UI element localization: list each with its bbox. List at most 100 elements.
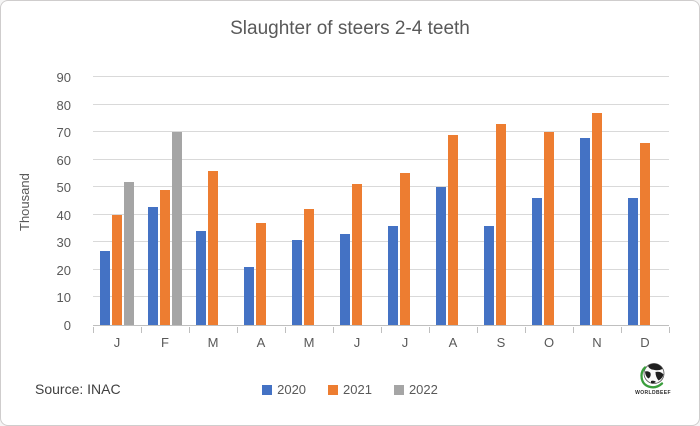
legend-label-2020: 2020 — [277, 382, 307, 397]
x-tick-label: F — [161, 335, 169, 350]
y-tick-label: 90 — [56, 70, 71, 85]
gridline — [93, 213, 669, 215]
bar-group-5 — [333, 78, 381, 325]
bar-2021-0 — [112, 215, 122, 325]
x-tickmark — [669, 327, 670, 333]
gridline — [93, 186, 669, 188]
x-tickmark — [477, 327, 478, 333]
legend-swatch-2021 — [328, 384, 339, 395]
y-tick-label: 80 — [56, 97, 71, 113]
x-tick-label: S — [496, 335, 506, 350]
bar-2021-3 — [256, 223, 266, 325]
legend-label-2021: 2021 — [343, 382, 372, 397]
gridline — [93, 268, 669, 270]
bar-group-0 — [93, 78, 141, 325]
bar-2020-6 — [388, 226, 398, 325]
legend-swatch-2020 — [262, 384, 273, 395]
bar-group-1 — [141, 78, 189, 325]
gridline — [93, 103, 669, 105]
bar-2021-4 — [304, 209, 314, 325]
globe-icon — [640, 363, 665, 389]
x-tick-label: M — [303, 335, 315, 350]
x-tickmark — [381, 327, 382, 333]
gridline — [93, 158, 669, 160]
x-tickmark — [237, 327, 238, 333]
y-tick-label: 70 — [56, 125, 71, 141]
bar-2020-2 — [196, 231, 206, 325]
x-tickmark — [429, 327, 430, 333]
x-tick-label: J — [401, 335, 409, 350]
bar-group-6 — [381, 78, 429, 325]
x-tick-label: J — [113, 335, 121, 350]
bar-group-10 — [573, 78, 621, 325]
legend-item-2020: 2020 — [262, 382, 306, 397]
bar-2022-1 — [172, 132, 182, 325]
x-tickmark — [525, 327, 526, 333]
bar-2020-5 — [340, 234, 350, 325]
bar-2020-9 — [532, 198, 542, 325]
x-axis-tickmarks — [93, 327, 670, 333]
x-tick-label: J — [353, 335, 361, 350]
bar-2021-2 — [208, 171, 218, 325]
chart-title: Slaughter of steers 2-4 teeth — [230, 18, 470, 39]
bar-2020-4 — [292, 240, 302, 325]
gridline — [93, 76, 669, 77]
x-tick-label: A — [256, 335, 266, 350]
x-tickmark — [573, 327, 574, 333]
bar-2021-9 — [544, 132, 554, 325]
y-axis-title: Thousand — [17, 173, 32, 231]
bar-2021-7 — [448, 135, 458, 325]
bar-group-4 — [285, 78, 333, 325]
bar-2020-7 — [436, 187, 446, 325]
bar-group-2 — [189, 78, 237, 325]
bar-2020-1 — [148, 207, 158, 325]
y-tick-label: 20 — [56, 262, 71, 278]
plot-area — [93, 76, 669, 326]
y-tick-label: 30 — [56, 235, 71, 251]
bar-2021-11 — [640, 143, 650, 325]
bar-2020-3 — [244, 267, 254, 325]
x-tick-label: D — [640, 335, 650, 350]
y-axis-tick-labels: 0 10 20 30 40 50 60 70 80 90 — [41, 71, 77, 333]
bar-group-11 — [621, 78, 669, 325]
x-tick-label: O — [543, 335, 555, 350]
x-tickmark — [285, 327, 286, 333]
gridline — [93, 241, 669, 243]
legend-item-2021: 2021 — [328, 382, 372, 397]
bar-2020-8 — [484, 226, 494, 325]
x-tickmark — [333, 327, 334, 333]
source-label: Source: INAC — [35, 381, 121, 397]
worldbeef-logo: WORLDBEEF — [629, 360, 677, 396]
x-tickmark — [189, 327, 190, 333]
bar-group-9 — [525, 78, 573, 325]
x-tick-label: A — [448, 335, 458, 350]
y-tick-label: 50 — [56, 180, 71, 196]
y-tick-label: 10 — [56, 290, 71, 306]
bar-group-3 — [237, 78, 285, 325]
legend-item-2022: 2022 — [393, 382, 438, 397]
y-tick-label: 0 — [63, 318, 71, 333]
x-tick-label: N — [592, 335, 602, 350]
legend-swatch-2022 — [393, 384, 404, 395]
bar-2021-5 — [352, 184, 362, 325]
logo-text: WORLDBEEF — [635, 390, 671, 396]
gridline — [93, 296, 669, 298]
bar-2021-6 — [400, 173, 410, 325]
bar-2020-10 — [580, 138, 590, 325]
legend-label-2022: 2022 — [408, 382, 438, 397]
y-tick-label: 40 — [56, 207, 71, 223]
bar-group-8 — [477, 78, 525, 325]
bar-group-7 — [429, 78, 477, 325]
x-tick-label: M — [207, 335, 219, 350]
x-tickmark — [93, 327, 94, 333]
x-tickmark — [621, 327, 622, 333]
bar-2021-1 — [160, 190, 170, 325]
gridline — [93, 131, 669, 133]
bar-2021-10 — [592, 113, 602, 325]
y-tick-label: 60 — [56, 152, 71, 168]
bar-2022-0 — [124, 182, 134, 325]
bar-2020-0 — [100, 251, 110, 325]
x-tickmark — [141, 327, 142, 333]
